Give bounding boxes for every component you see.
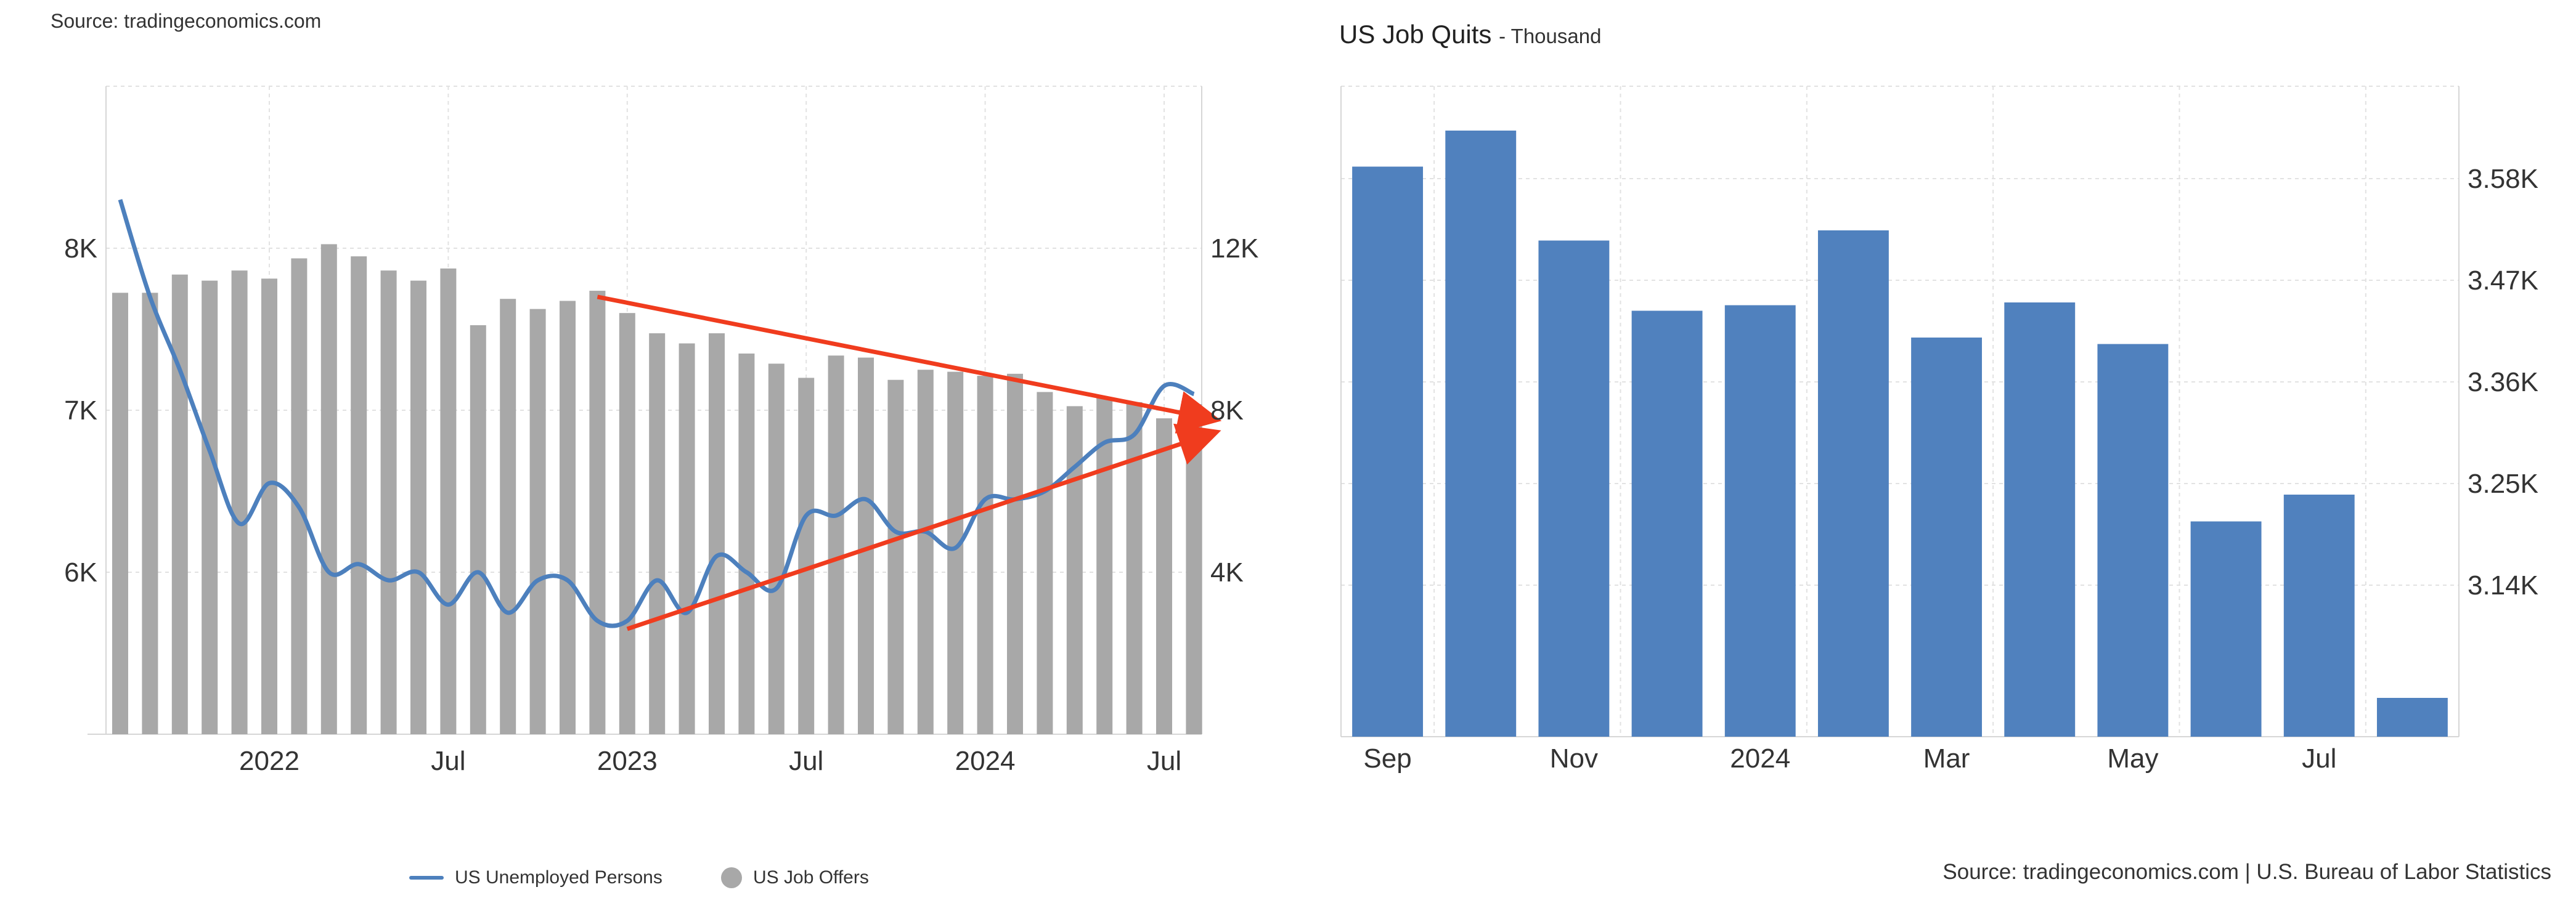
right-grid: [1340, 86, 2460, 737]
x-tick-label: 2022: [239, 746, 300, 776]
bar-job-offers[interactable]: [828, 355, 844, 734]
y-tick-label-right: 8K: [1210, 395, 1244, 426]
bar-job-quits[interactable]: [2004, 302, 2076, 737]
x-tick-label: Jul: [789, 746, 823, 776]
bar-job-offers[interactable]: [261, 278, 277, 734]
bar-job-offers[interactable]: [320, 244, 337, 734]
y-tick-label: 3.25K: [2468, 469, 2538, 499]
right-x-ticks: Sep Nov 2024 Mar May Jul: [1363, 743, 2336, 774]
bar-job-offers[interactable]: [142, 293, 158, 734]
left-y-ticks: 6K 7K 8K 4K 8K 12K: [64, 233, 1258, 588]
y-tick-label-left: 8K: [64, 233, 97, 264]
bar-job-offers[interactable]: [1007, 373, 1023, 734]
bar-job-offers[interactable]: [738, 353, 755, 734]
legend-dot-swatch: [721, 867, 742, 888]
bar-job-offers[interactable]: [1156, 418, 1172, 734]
bar-job-offers[interactable]: [380, 270, 397, 735]
y-tick-label: 3.58K: [2468, 164, 2538, 194]
bar-job-offers[interactable]: [887, 379, 904, 734]
bar-job-offers[interactable]: [500, 299, 516, 734]
legend-item-job-offers[interactable]: US Job Offers: [721, 867, 869, 888]
bar-job-offers[interactable]: [202, 280, 218, 735]
bar-job-offers[interactable]: [709, 333, 725, 734]
bar-job-quits[interactable]: [1445, 131, 1517, 737]
left-x-ticks: 2022 Jul 2023 Jul 2024 Jul: [239, 746, 1181, 776]
annotation-arrow: [626, 423, 1221, 631]
legend-item-unemployed-persons[interactable]: US Unemployed Persons: [409, 867, 662, 888]
x-tick-label: May: [2107, 743, 2158, 774]
legend-label-unemployed-persons: US Unemployed Persons: [455, 867, 662, 888]
bar-job-quits[interactable]: [1631, 310, 1703, 737]
y-tick-label-left: 6K: [64, 557, 97, 588]
bar-job-offers[interactable]: [947, 371, 964, 734]
bar-job-offers[interactable]: [440, 268, 457, 734]
legend-label-job-offers: US Job Offers: [753, 867, 869, 888]
bar-job-offers[interactable]: [768, 363, 785, 734]
bar-job-quits[interactable]: [2283, 495, 2355, 737]
x-tick-label: Mar: [1923, 743, 1970, 774]
x-tick-label: Jul: [431, 746, 465, 776]
y-tick-label-left: 7K: [64, 395, 97, 426]
left-line-group: [118, 199, 1195, 628]
bar-job-quits[interactable]: [1911, 338, 1983, 737]
right-chart-unit: - Thousand: [1499, 25, 1602, 47]
right-chart: Sep Nov 2024 Mar May Jul 3.14K 3.25K 3.36K 3.47K…: [1340, 86, 2538, 774]
x-tick-label: Nov: [1550, 743, 1598, 774]
right-chart-title-text: US Job Quits: [1339, 20, 1492, 49]
bar-job-offers[interactable]: [1096, 398, 1113, 734]
bar-job-quits[interactable]: [1538, 240, 1610, 737]
source-label-right: Source: tradingeconomics.com | U.S. Bure…: [1942, 860, 2551, 884]
y-tick-label: 3.14K: [2468, 570, 2538, 601]
bar-job-offers[interactable]: [679, 343, 695, 734]
bar-job-quits[interactable]: [1724, 305, 1796, 737]
bar-job-offers[interactable]: [589, 291, 606, 735]
x-tick-label: 2024: [955, 746, 1016, 776]
bar-job-offers[interactable]: [917, 370, 934, 734]
y-tick-label-right: 4K: [1210, 557, 1244, 588]
bar-job-quits[interactable]: [1352, 166, 1424, 737]
annotation-arrow: [597, 294, 1222, 434]
x-tick-label: 2023: [597, 746, 658, 776]
bar-job-offers[interactable]: [231, 270, 248, 735]
bar-job-offers[interactable]: [529, 309, 546, 734]
x-tick-label: Jul: [2302, 743, 2336, 774]
x-tick-label: Jul: [1147, 746, 1181, 776]
left-chart: 2022 Jul 2023 Jul 2024 Jul 6K 7K 8K 4K 8K 12K: [64, 86, 1258, 776]
bar-job-offers[interactable]: [619, 313, 635, 734]
bar-job-quits[interactable]: [2190, 521, 2262, 737]
x-tick-label: Sep: [1363, 743, 1411, 774]
bar-job-quits[interactable]: [2376, 698, 2448, 737]
bar-job-offers[interactable]: [112, 293, 128, 734]
y-tick-label: 3.47K: [2468, 265, 2538, 296]
legend-line-swatch: [409, 876, 444, 880]
right-chart-title: US Job Quits - Thousand: [1339, 20, 1601, 49]
bar-job-offers[interactable]: [649, 333, 666, 734]
right-bars: [1352, 131, 2448, 737]
bar-job-offers[interactable]: [798, 378, 815, 734]
y-tick-label-right: 12K: [1210, 233, 1258, 264]
bar-job-offers[interactable]: [560, 301, 576, 735]
right-y-ticks: 3.14K 3.25K 3.36K 3.47K 3.58K: [2468, 164, 2538, 601]
bar-job-quits[interactable]: [1817, 230, 1889, 737]
left-arrows: [597, 294, 1222, 631]
bar-job-offers[interactable]: [351, 256, 367, 734]
x-tick-label: 2024: [1730, 743, 1790, 774]
source-label-left: Source: tradingeconomics.com: [51, 10, 322, 32]
line-unemployed-persons[interactable]: [118, 199, 1195, 628]
bar-job-quits[interactable]: [2097, 344, 2169, 737]
y-tick-label: 3.36K: [2468, 367, 2538, 397]
bar-job-offers[interactable]: [1037, 392, 1053, 734]
bar-job-offers[interactable]: [470, 325, 486, 734]
bar-job-offers[interactable]: [977, 376, 993, 734]
bar-job-offers[interactable]: [410, 280, 426, 735]
